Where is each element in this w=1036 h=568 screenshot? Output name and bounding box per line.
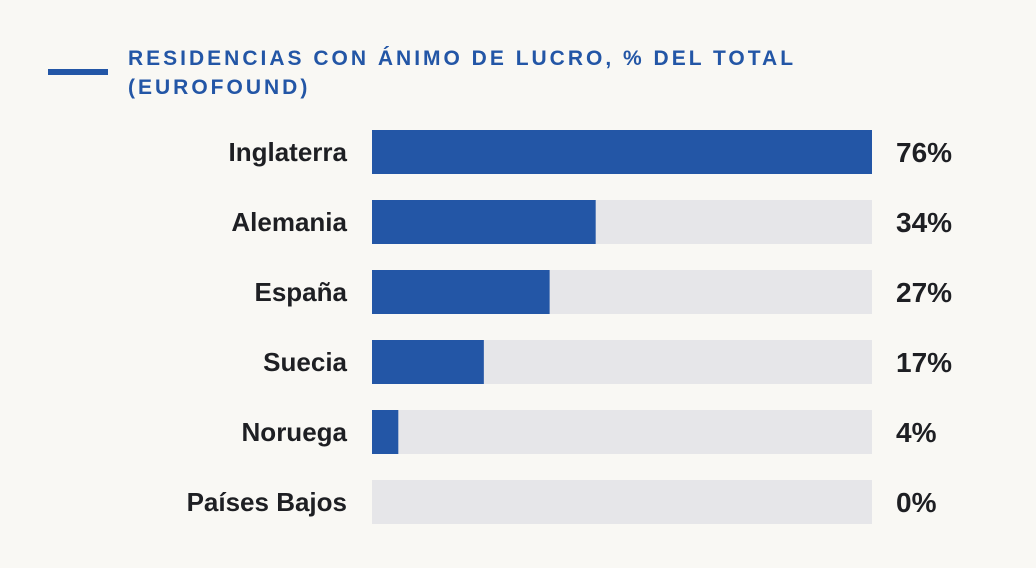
- bar-track: [372, 480, 872, 524]
- bar: [372, 410, 399, 454]
- bar: [372, 270, 550, 314]
- bar: [372, 200, 596, 244]
- category-label: Suecia: [263, 347, 347, 377]
- category-label: España: [255, 277, 348, 307]
- value-label: 34%: [896, 207, 952, 238]
- value-label: 76%: [896, 137, 952, 168]
- value-label: 27%: [896, 277, 952, 308]
- chart-title: RESIDENCIAS CON ÁNIMO DE LUCRO, % DEL TO…: [128, 47, 796, 99]
- value-label: 17%: [896, 347, 952, 378]
- bar-track: [372, 410, 872, 454]
- category-label: Alemania: [231, 207, 347, 237]
- bar: [372, 130, 872, 174]
- legend-line: [48, 69, 108, 75]
- value-label: 0%: [896, 487, 937, 518]
- category-label: Países Bajos: [187, 487, 347, 517]
- bar: [372, 340, 484, 384]
- value-label: 4%: [896, 417, 937, 448]
- category-label: Noruega: [242, 417, 348, 447]
- category-label: Inglaterra: [229, 137, 348, 167]
